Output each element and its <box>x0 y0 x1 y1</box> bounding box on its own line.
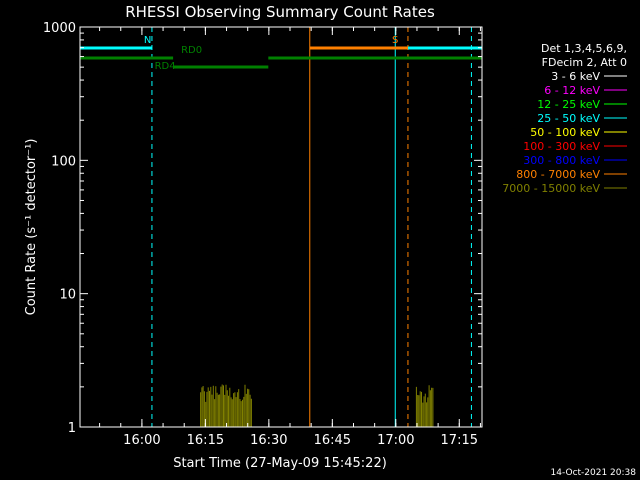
legend-label-7: 800 - 7000 keV <box>516 168 600 181</box>
plot-frame <box>79 26 483 428</box>
x-tick-label-3: 16:45 <box>314 433 351 448</box>
x-axis-label: Start Time (27-May-09 15:45:22) <box>173 456 387 471</box>
flag-n-label: N <box>144 35 151 46</box>
flag-rd4-label: RD4 <box>155 61 176 72</box>
chart-title: RHESSI Observing Summary Count Rates <box>125 3 435 21</box>
legend-label-5: 100 - 300 keV <box>523 140 600 153</box>
legend-label-3: 25 - 50 keV <box>537 112 600 125</box>
plot-area: N S RD0 RD4 <box>80 27 482 427</box>
x-tick-label-4: 17:00 <box>377 433 414 448</box>
legend-header-line-1: Det 1,3,4,5,6,9, <box>541 42 627 55</box>
y-tick-label-2: 100 <box>51 154 76 169</box>
x-tick-label-2: 16:30 <box>250 433 287 448</box>
legend-label-2: 12 - 25 keV <box>537 98 600 111</box>
legend-label-4: 50 - 100 keV <box>530 126 600 139</box>
olive-band-0 <box>200 384 252 427</box>
x-tick-label-0: 16:00 <box>123 433 160 448</box>
legend-label-0: 3 - 6 keV <box>551 70 600 83</box>
legend-label-8: 7000 - 15000 keV <box>502 182 600 195</box>
y-axis-label: Count Rate (s⁻¹ detector⁻¹) <box>24 139 39 316</box>
y-tick-label-3: 1000 <box>43 21 76 36</box>
y-tick-label-1: 10 <box>59 288 76 303</box>
plot-layer: N S RD0 RD4 1 10 100 1000 16:00 16:15 16:30 16:45 17… <box>43 21 482 448</box>
legend-label-6: 300 - 800 keV <box>523 154 600 167</box>
legend-header-line-2: FDecim 2, Att 0 <box>542 56 627 69</box>
legend-label-1: 6 - 12 keV <box>544 84 600 97</box>
olive-band-1 <box>415 385 434 427</box>
flag-s-label: S <box>392 35 398 46</box>
x-tick-label-1: 16:15 <box>187 433 224 448</box>
x-tick-label-5: 17:15 <box>441 433 478 448</box>
generation-timestamp: 14-Oct-2021 20:38 <box>551 468 637 478</box>
y-tick-label-0: 1 <box>68 421 76 436</box>
flag-rd0-label: RD0 <box>181 45 202 56</box>
